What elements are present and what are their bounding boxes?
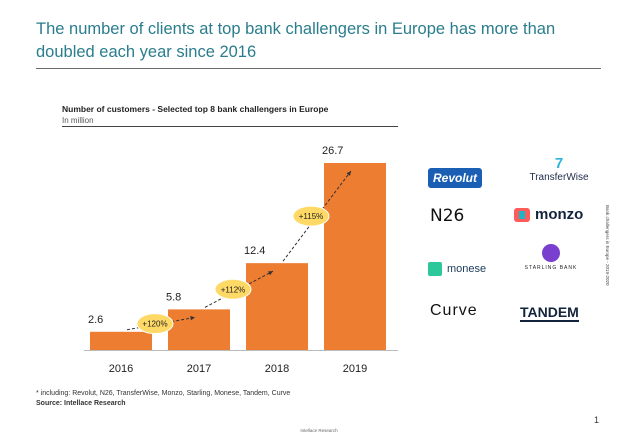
growth-label-1: +120% (142, 320, 167, 329)
chart-title: Number of customers - Selected top 8 ban… (62, 104, 329, 114)
chart-subtitle: In million (62, 116, 94, 125)
value-label-2017: 5.8 (166, 291, 181, 303)
bar-2019 (324, 163, 386, 350)
monzo-mark-icon (514, 207, 530, 222)
growth-arrowhead-3 (346, 171, 351, 176)
growth-arrow-2 (204, 270, 274, 308)
starling-mark-icon (542, 244, 560, 262)
monese-mark-icon (428, 262, 442, 276)
curve-logo: Curve (430, 302, 478, 320)
curve-logo-text: Curve (430, 302, 478, 319)
source-line: Source: Intellace Research (36, 400, 126, 407)
value-label-2019: 26.7 (322, 145, 343, 157)
growth-arrowhead-1 (190, 316, 195, 321)
growth-arrowhead-2 (268, 271, 273, 276)
monese-logo: monese (428, 262, 486, 276)
growth-label-2: +112% (221, 285, 246, 294)
transferwise-logo-text: TransferWise (529, 172, 589, 183)
value-label-2016: 2.6 (88, 314, 103, 326)
starling-logo: STARLING BANK (521, 244, 581, 271)
monese-logo-text: monese (447, 263, 487, 275)
tandem-logo: TANDEM (520, 304, 579, 322)
category-label-2016: 2016 (109, 363, 133, 375)
bar-2018 (246, 263, 308, 350)
side-label: Bank challengers in Europe - 2019-2020 (605, 205, 610, 286)
growth-badge-3 (292, 205, 330, 227)
value-label-2018: 12.4 (244, 245, 265, 257)
transferwise-logo: 7 TransferWise (524, 156, 594, 192)
growth-label-3: +115% (299, 212, 324, 221)
headline: The number of clients at top bank challe… (36, 20, 556, 61)
category-label-2017: 2017 (187, 363, 211, 375)
monzo-logo: monzo (514, 206, 583, 223)
transferwise-mark-icon: 7 (554, 155, 564, 172)
chart-title-divider (62, 126, 398, 127)
footer-brand: Intellace Research (300, 428, 338, 433)
revolut-logo: Revolut (428, 168, 482, 188)
category-label-2018: 2018 (265, 363, 289, 375)
n26-logo-text: N26 (430, 206, 465, 226)
growth-badge-2 (214, 278, 252, 300)
source-value: Intellace Research (64, 400, 126, 407)
source-label: Source: (36, 400, 63, 407)
category-label-2019: 2019 (343, 363, 367, 375)
starling-logo-text: STARLING BANK (524, 265, 578, 271)
headline-divider (36, 68, 601, 69)
monzo-logo-text: monzo (535, 206, 584, 223)
footnote: * including: Revolut, N26, TransferWise,… (36, 390, 291, 397)
tandem-logo-text: TANDEM (520, 304, 579, 320)
bar-2017 (168, 309, 230, 350)
page-number: 1 (594, 415, 600, 425)
growth-badge-1 (136, 313, 174, 335)
n26-logo: N26 (430, 206, 464, 226)
revolut-logo-text: Revolut (432, 171, 477, 185)
bar-2016 (90, 331, 152, 350)
